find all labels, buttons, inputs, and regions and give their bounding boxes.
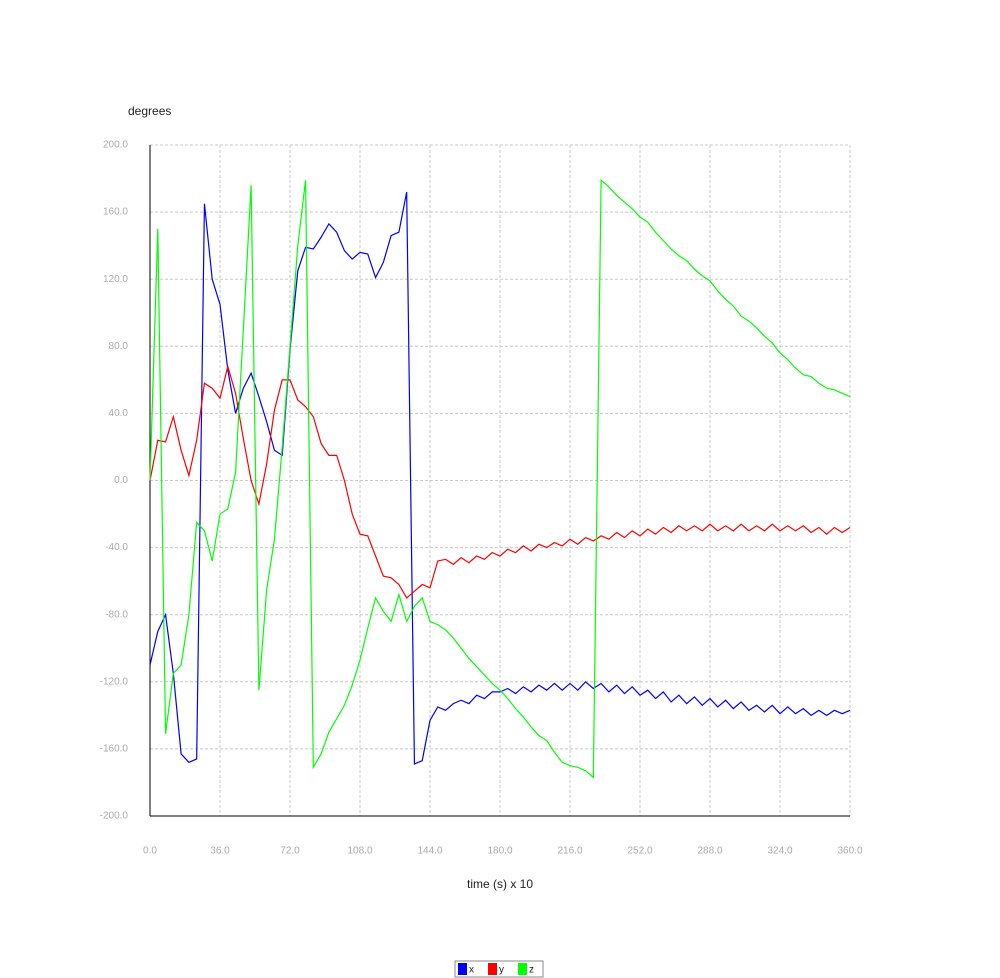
x-axis-label: time (s) x 10 (467, 877, 533, 891)
data-line (149, 364, 851, 599)
y-tick-label: -40.0 (105, 542, 128, 553)
x-tick-label: 108.0 (347, 846, 372, 857)
legend-label: x (469, 965, 474, 976)
y-tick-label: 160.0 (103, 207, 128, 218)
x-tick-label: 0.0 (143, 846, 157, 857)
y-tick-label: 120.0 (103, 274, 128, 285)
x-tick-label: 252.0 (627, 846, 652, 857)
x-tick-label: 324.0 (767, 846, 792, 857)
legend-swatch (518, 963, 527, 975)
y-tick-label: 0.0 (114, 475, 128, 486)
x-tick-label: 144.0 (417, 846, 442, 857)
x-tick-label: 288.0 (697, 846, 722, 857)
legend-label: z (529, 965, 534, 976)
x-tick-label: 180.0 (487, 846, 512, 857)
x-tick-label: 72.0 (280, 846, 300, 857)
legend-swatch (488, 963, 497, 975)
y-tick-label: -200.0 (100, 811, 129, 822)
y-tick-label: 80.0 (109, 341, 129, 352)
x-tick-label: 36.0 (210, 846, 230, 857)
x-tick-label: 360.0 (837, 846, 862, 857)
y-tick-label: -80.0 (105, 609, 128, 620)
data-line (149, 178, 851, 779)
legend-label: y (499, 965, 504, 976)
legend-swatch (458, 963, 467, 975)
y-tick-label: 40.0 (109, 408, 129, 419)
y-tick-label: -160.0 (100, 744, 129, 755)
y-axis-label: degrees (128, 104, 171, 118)
y-tick-label: 200.0 (103, 140, 128, 151)
y-tick-label: -120.0 (100, 676, 129, 687)
x-tick-label: 216.0 (557, 846, 582, 857)
data-line (149, 191, 851, 765)
